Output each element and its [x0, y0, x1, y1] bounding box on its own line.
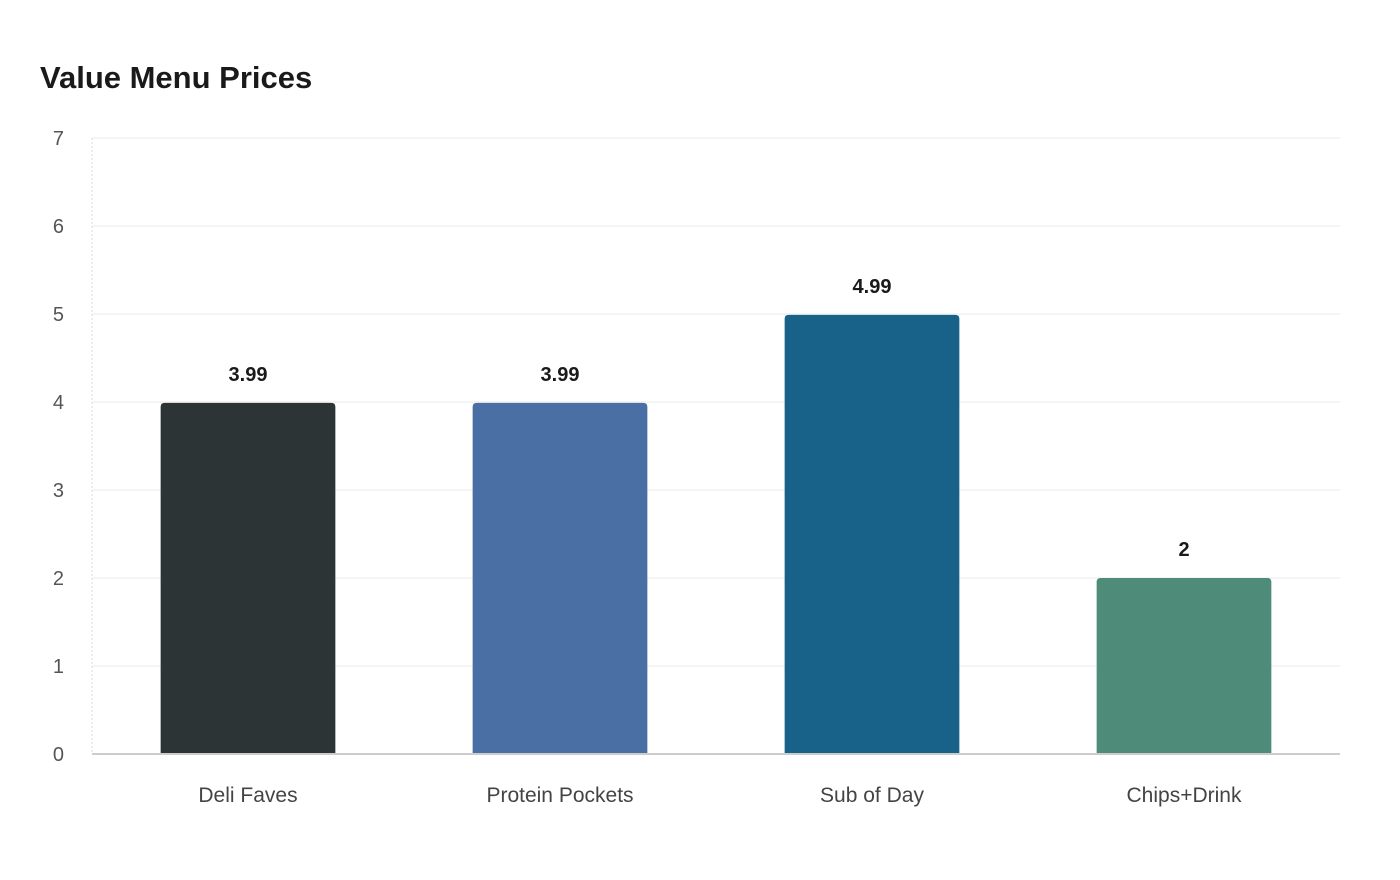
bar: [784, 314, 960, 754]
category-label: Protein Pockets: [486, 784, 633, 807]
category-label: Deli Faves: [198, 784, 297, 807]
y-tick-label: 3: [53, 480, 64, 502]
data-label: 4.99: [853, 276, 892, 298]
y-tick-label: 4: [53, 392, 64, 414]
category-label: Chips+Drink: [1127, 784, 1242, 807]
bar: [472, 402, 648, 754]
data-labels: 3.99 3.99 4.99 2: [229, 276, 1190, 561]
category-label: Sub of Day: [820, 784, 924, 807]
bar: [160, 402, 336, 754]
data-label: 3.99: [541, 364, 580, 386]
y-axis-ticks: 0 1 2 3 4 5 6 7: [53, 128, 64, 766]
y-tick-label: 6: [53, 216, 64, 238]
y-tick-label: 5: [53, 304, 64, 326]
data-label: 3.99: [229, 364, 268, 386]
bar: [1096, 578, 1272, 754]
y-tick-label: 1: [53, 656, 64, 678]
data-label: 2: [1178, 539, 1189, 561]
category-labels: Deli Faves Protein Pockets Sub of Day Chips…: [198, 784, 1242, 807]
y-tick-label: 7: [53, 128, 64, 150]
y-tick-label: 0: [53, 744, 64, 766]
bars: [160, 314, 1272, 754]
chart-title: Value Menu Prices: [40, 60, 313, 95]
y-tick-label: 2: [53, 568, 64, 590]
